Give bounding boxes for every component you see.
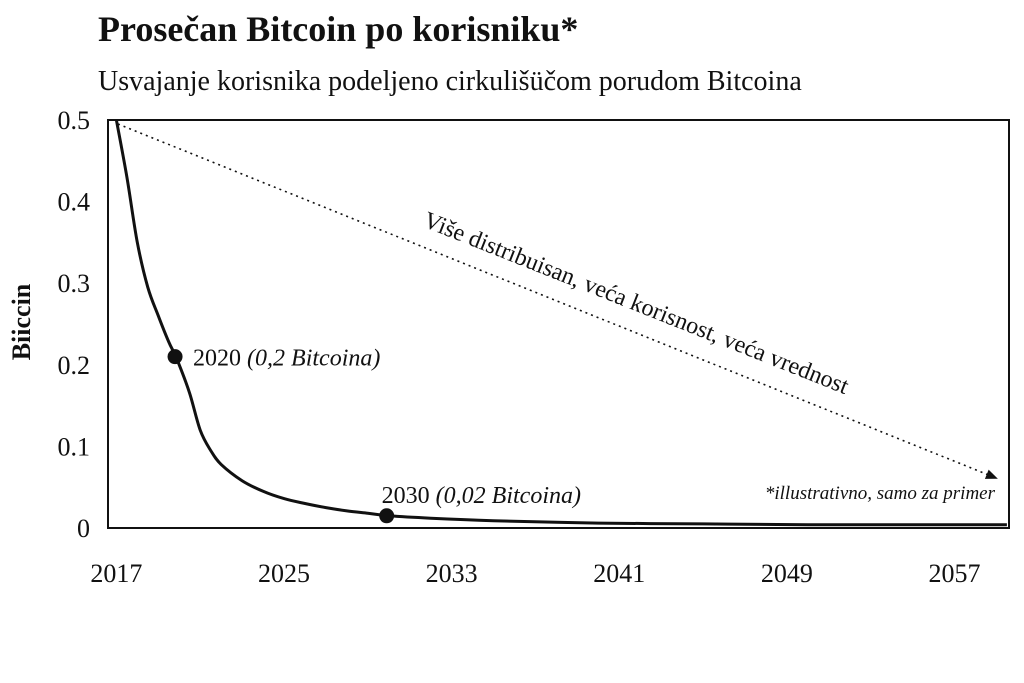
y-tick-label: 0.3	[58, 269, 91, 298]
y-tick-label: 0.1	[58, 432, 91, 461]
chart-title: Prosečan Bitcoin po korisniku*	[98, 9, 579, 49]
x-axis-ticks: 2017 2025 2033 2041 2049 2057	[90, 559, 980, 588]
x-tick-label: 2049	[761, 559, 813, 588]
trend-arrow	[117, 123, 998, 479]
y-axis-label: Biiccin	[7, 283, 36, 360]
chart-subtitle: Usvajanje korisnika podeljeno cirkulišüč…	[98, 66, 802, 97]
footnote: *illustrativno, samo za primer	[765, 483, 996, 504]
y-tick-label: 0.5	[58, 106, 91, 135]
y-axis-ticks: 0 0.1 0.2 0.3 0.4 0.5	[58, 106, 91, 543]
plot-frame	[107, 119, 1010, 529]
x-tick-label: 2025	[258, 559, 310, 588]
y-tick-label: 0.2	[58, 351, 91, 380]
x-tick-label: 2041	[593, 559, 645, 588]
x-tick-label: 2017	[90, 559, 142, 588]
y-tick-label: 0.4	[58, 188, 91, 217]
data-point-marker	[379, 508, 395, 524]
y-tick-label: 0	[77, 514, 90, 543]
annotated-points: 2020 (0,2 Bitcoina) 2030 (0,02 Bitcoina)	[167, 346, 581, 524]
data-point-label: 2020 (0,2 Bitcoina)	[193, 346, 380, 372]
data-point-marker	[167, 349, 183, 365]
data-point-label: 2030 (0,02 Bitcoina)	[382, 483, 581, 509]
x-tick-label: 2057	[929, 559, 981, 588]
trend-annotation: Više distribuisan, veća korisnost, veća …	[420, 207, 853, 400]
x-tick-label: 2033	[426, 559, 478, 588]
series-line	[114, 119, 1007, 527]
